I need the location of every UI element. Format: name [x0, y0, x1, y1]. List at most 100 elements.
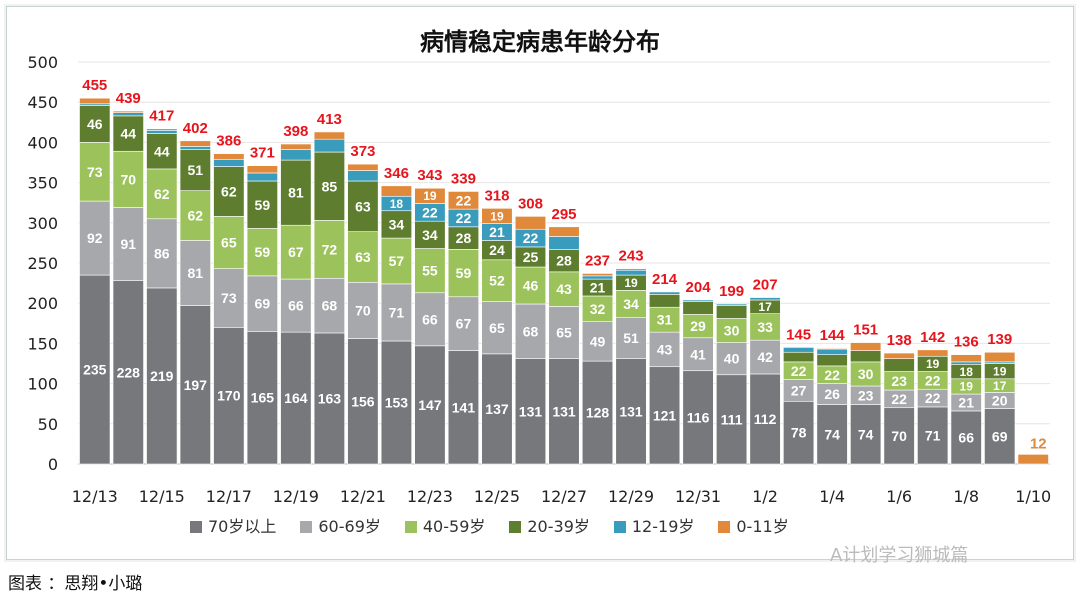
legend-swatch [509, 521, 522, 533]
bar-segment [716, 342, 748, 376]
data-label: 18 [390, 197, 404, 211]
legend-label: 40-59岁 [422, 517, 486, 536]
data-label: 59 [456, 265, 472, 281]
data-label: 20 [992, 393, 1008, 409]
y-tick-label: 250 [27, 254, 58, 273]
legend-item: 40-59岁 [404, 517, 486, 536]
bar-segment [414, 220, 446, 249]
data-label: 43 [556, 281, 572, 297]
data-label: 34 [422, 227, 438, 243]
bar-segment [246, 331, 278, 465]
data-label: 19 [960, 380, 974, 394]
bar-segment [917, 406, 949, 465]
data-label: 73 [221, 290, 237, 306]
bar-segment [548, 226, 580, 237]
x-tick-label: 12/15 [139, 487, 185, 506]
data-label: 21 [590, 280, 606, 296]
bar-segment [246, 165, 278, 174]
bar-segment [615, 269, 647, 276]
bar-segment [514, 266, 547, 305]
data-label: 33 [757, 319, 773, 335]
bar-segment [112, 150, 144, 208]
bar-segment [648, 294, 681, 308]
bar-segment [347, 163, 379, 171]
bar-segment [280, 149, 312, 161]
bar-segment [246, 275, 278, 332]
bar-segment [716, 305, 748, 319]
data-label: 34 [389, 216, 405, 232]
bar-segment [213, 153, 245, 160]
total-label: 371 [250, 145, 275, 162]
data-label: 43 [657, 341, 673, 357]
data-label: 164 [284, 390, 308, 406]
data-label: 153 [385, 395, 409, 411]
data-label: 22 [891, 391, 907, 407]
data-label: 70 [891, 428, 907, 444]
data-label: 34 [623, 296, 639, 312]
data-label: 22 [925, 372, 941, 388]
total-label: 455 [82, 77, 107, 94]
legend-swatch [190, 521, 202, 533]
data-label: 73 [87, 164, 103, 180]
data-label: 65 [556, 325, 572, 341]
legend-swatch [613, 521, 626, 533]
bar-segment [950, 361, 982, 365]
x-tick-label: 12/23 [407, 487, 453, 506]
bar-segment [548, 358, 580, 465]
data-label: 49 [590, 333, 606, 349]
bar-segment [347, 338, 379, 465]
data-label: 228 [117, 364, 141, 380]
data-label: 165 [251, 390, 275, 406]
legend-item: 0-11岁 [718, 518, 789, 536]
data-label: 52 [489, 273, 505, 289]
bar-segment [514, 216, 547, 230]
x-tick-label: 12/19 [273, 487, 319, 506]
data-label: 66 [958, 430, 974, 446]
bar-segment [146, 218, 178, 289]
data-label: 23 [891, 373, 907, 389]
bar-segment [816, 348, 848, 355]
data-label: 121 [653, 407, 677, 423]
bar-segment [146, 287, 178, 465]
bar-segment [581, 275, 614, 280]
bar-segment [79, 105, 111, 143]
data-label: 71 [389, 304, 405, 320]
bar-segment [514, 358, 547, 465]
bar-segment [984, 408, 1016, 465]
bar-segment [246, 172, 278, 182]
data-label: 72 [322, 241, 338, 257]
bar-segment [548, 236, 580, 250]
data-label: 197 [184, 377, 208, 393]
bar-segment [581, 273, 614, 277]
bar-segment [850, 361, 882, 387]
data-label: 22 [925, 390, 941, 406]
data-label: 22 [456, 192, 472, 208]
x-tick-label: 12/17 [206, 487, 252, 506]
data-label: 19 [993, 364, 1007, 378]
bar-segment [179, 190, 211, 241]
data-label: 63 [355, 198, 371, 214]
data-label: 59 [255, 197, 271, 213]
bar-segment [615, 290, 647, 318]
total-label: 139 [987, 331, 1012, 348]
data-label: 46 [87, 116, 103, 132]
bar-segment [783, 347, 815, 353]
data-label: 81 [288, 185, 304, 201]
legend-item: 70岁以上 [190, 518, 276, 536]
bar-segment [414, 248, 446, 294]
bar-segment [648, 291, 681, 295]
bar-segment [146, 168, 178, 220]
bar-segment [447, 350, 480, 465]
caption: 图表 ：思翔•小璐 [8, 574, 143, 594]
watermark: A计划学习狮城篇 [830, 545, 969, 566]
data-label: 128 [586, 405, 610, 421]
data-label: 74 [824, 426, 840, 442]
data-label: 23 [858, 387, 874, 403]
bar-segment [816, 354, 848, 367]
bar-segment [883, 407, 915, 465]
data-label: 31 [657, 312, 673, 328]
data-label: 19 [490, 209, 504, 223]
legend-swatch [404, 521, 417, 533]
bar-segment [648, 331, 681, 368]
data-label: 41 [690, 346, 706, 362]
